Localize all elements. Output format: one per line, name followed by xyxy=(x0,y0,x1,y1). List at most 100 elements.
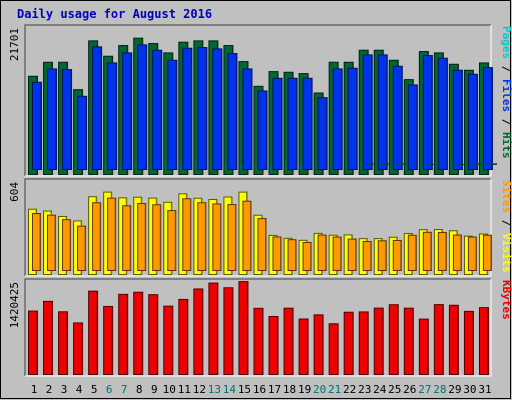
bar-kbytes-day-24 xyxy=(373,307,384,376)
bar-files-day-27 xyxy=(422,55,433,170)
bar-kbytes-day-24-body xyxy=(373,307,384,376)
x-tick-label-day-29: 29 xyxy=(448,383,461,396)
bar-sites-day-29 xyxy=(452,234,462,271)
bar-files-day-6-body xyxy=(107,62,118,170)
bar-pages-day-31-body xyxy=(486,163,497,166)
bar-files-day-17 xyxy=(272,77,283,170)
bar-sites-day-16 xyxy=(257,218,267,272)
bar-kbytes-day-6 xyxy=(103,305,114,375)
bar-files-day-16-body xyxy=(257,90,268,170)
bar-sites-day-20-body xyxy=(317,234,327,271)
bar-files-day-22-body xyxy=(347,67,358,170)
bar-sites-day-14-body xyxy=(227,204,237,271)
bar-sites-day-29-body xyxy=(452,234,462,271)
bar-kbytes-day-19-body xyxy=(298,318,309,375)
bar-sites-day-22-body xyxy=(347,238,357,271)
bar-files-day-9 xyxy=(152,49,163,170)
bar-sites-day-18 xyxy=(287,239,297,271)
bar-files-day-30-body xyxy=(467,73,478,170)
bar-files-day-19 xyxy=(302,77,313,170)
axis-legend-1: Pages / Files / Hits xyxy=(500,26,512,159)
x-tick-label-day-22: 22 xyxy=(343,383,356,396)
x-tick-label-day-6: 6 xyxy=(106,383,113,396)
bar-sites-day-30-body xyxy=(467,236,477,272)
bar-kbytes-day-19 xyxy=(298,318,309,375)
bar-files-day-3 xyxy=(62,69,73,170)
bar-sites-day-26-body xyxy=(407,234,417,271)
x-tick-label-day-26: 26 xyxy=(403,383,416,396)
bar-sites-day-19-body xyxy=(302,241,312,271)
bar-sites-day-1-body xyxy=(32,213,41,271)
bar-kbytes-day-4-body xyxy=(73,322,84,375)
bar-files-day-5-body xyxy=(92,46,103,171)
bar-files-day-30 xyxy=(467,73,478,170)
bar-kbytes-day-3-body xyxy=(58,311,69,375)
bar-sites-day-19 xyxy=(302,241,312,271)
bar-kbytes-day-10 xyxy=(163,305,174,376)
bar-sites-day-15 xyxy=(242,200,252,271)
bar-sites-day-16-body xyxy=(257,218,267,272)
x-tick-label-day-16: 16 xyxy=(253,383,266,396)
axis-legend-visits: Visits xyxy=(500,233,512,273)
bar-sites-day-12-body xyxy=(197,202,207,271)
bar-files-day-3-body xyxy=(62,69,73,170)
bar-sites-day-31 xyxy=(482,234,492,271)
bar-files-day-23-body xyxy=(362,54,373,170)
axis-legend-pages: Pages xyxy=(500,26,512,59)
bar-kbytes-day-14 xyxy=(223,287,234,376)
bar-sites-day-2-body xyxy=(47,214,57,271)
x-tick-label-day-14: 14 xyxy=(223,383,237,396)
bar-sites-day-4 xyxy=(77,225,87,271)
bar-sites-day-8-body xyxy=(137,203,147,272)
bar-pages-day-30 xyxy=(471,163,482,166)
x-tick-label-day-17: 17 xyxy=(268,383,281,396)
bar-files-day-20-body xyxy=(317,97,328,170)
bar-files-day-22 xyxy=(347,67,358,170)
x-tick-label-day-2: 2 xyxy=(46,383,53,396)
bar-sites-day-8 xyxy=(137,203,147,272)
bar-kbytes-day-13-body xyxy=(208,282,219,375)
panel-3-edge-light xyxy=(25,279,492,377)
bar-sites-day-20 xyxy=(317,234,327,271)
x-tick-label-day-1: 1 xyxy=(31,383,38,396)
bar-sites-day-17-body xyxy=(272,236,282,272)
x-tick-label-day-24: 24 xyxy=(373,383,387,396)
axis-legend-separator: / xyxy=(500,59,512,79)
bar-kbytes-day-16 xyxy=(253,307,264,376)
bar-files-day-17-body xyxy=(272,77,283,170)
bar-files-day-18 xyxy=(287,77,298,170)
bar-files-day-9-body xyxy=(152,49,163,170)
bar-kbytes-day-5-body xyxy=(88,290,99,375)
bar-kbytes-day-31-body xyxy=(478,307,489,375)
bar-kbytes-day-11-body xyxy=(178,298,189,376)
bar-kbytes-day-28-body xyxy=(433,304,444,376)
bar-kbytes-day-2 xyxy=(43,300,54,376)
bar-sites-day-5-body xyxy=(92,202,102,271)
bar-files-day-25-body xyxy=(392,65,403,170)
bar-kbytes-day-25-body xyxy=(388,304,399,375)
bar-kbytes-day-2-body xyxy=(43,300,54,376)
bar-sites-day-21-body xyxy=(332,236,342,272)
bar-sites-day-9 xyxy=(152,204,162,271)
bar-sites-day-10 xyxy=(167,210,177,272)
x-tick-label-day-12: 12 xyxy=(193,383,206,396)
bar-kbytes-day-30-body xyxy=(463,310,474,376)
bar-sites-day-6-body xyxy=(107,197,117,271)
bar-sites-day-3 xyxy=(62,219,72,271)
bar-pages-day-30-body xyxy=(471,163,482,166)
bar-pages-day-25 xyxy=(396,163,407,166)
bar-kbytes-day-23-body xyxy=(358,311,369,376)
bar-sites-day-3-body xyxy=(62,219,72,271)
bar-files-day-13-body xyxy=(212,48,223,171)
bar-kbytes-day-11 xyxy=(178,298,189,376)
bar-pages-day-31 xyxy=(486,163,497,166)
axis-legend-2: Sites / Visits xyxy=(500,180,512,273)
bar-sites-day-12 xyxy=(197,202,207,271)
bar-files-day-16 xyxy=(257,90,268,170)
bar-sites-day-14 xyxy=(227,204,237,271)
panel-1-edge-dark xyxy=(24,24,491,176)
bar-sites-day-24-body xyxy=(377,240,387,271)
chart-title: Daily usage for August 2016 xyxy=(17,7,212,21)
bar-files-day-25 xyxy=(392,65,403,170)
